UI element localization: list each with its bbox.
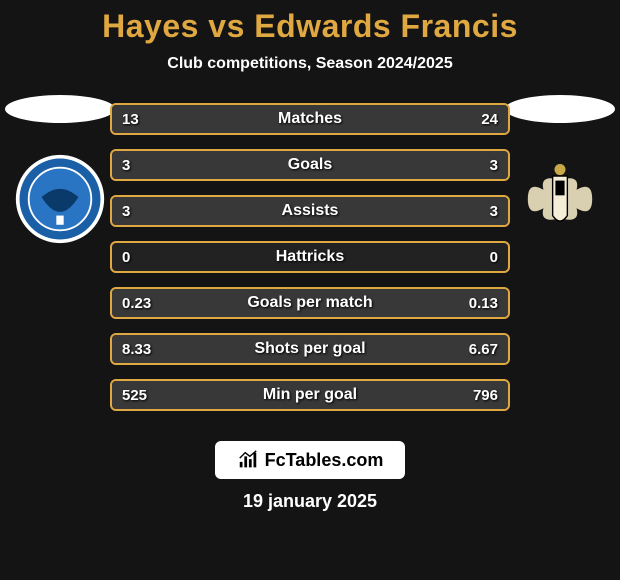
club-badge-left-icon xyxy=(14,153,106,245)
footer-area: FcTables.com 19 january 2025 xyxy=(0,441,620,512)
stat-label: Goals xyxy=(112,156,508,174)
stat-row: 33Goals xyxy=(110,149,510,181)
stat-label: Hattricks xyxy=(112,248,508,266)
chart-icon xyxy=(237,449,259,471)
player-left-photo xyxy=(5,95,115,123)
stat-label: Assists xyxy=(112,202,508,220)
brand-logo[interactable]: FcTables.com xyxy=(215,441,406,479)
player-left-column xyxy=(0,95,120,245)
brand-label: FcTables.com xyxy=(265,450,384,471)
player-left-badge xyxy=(14,153,106,245)
stat-row: 8.336.67Shots per goal xyxy=(110,333,510,365)
date-label: 19 january 2025 xyxy=(243,491,377,512)
stat-label: Min per goal xyxy=(112,386,508,404)
stat-rows-container: 1324Matches 33Goals 33Assists 00Hattricks 0.… xyxy=(110,103,510,411)
player-right-photo xyxy=(505,95,615,123)
player-right-badge xyxy=(514,153,606,245)
stat-label: Goals per match xyxy=(112,294,508,312)
comparison-panel: 1324Matches 33Goals 33Assists 00Hattricks 0.… xyxy=(0,103,620,423)
club-badge-right-icon xyxy=(514,153,606,245)
page-title: Hayes vs Edwards Francis xyxy=(0,0,620,45)
stat-row: 0.230.13Goals per match xyxy=(110,287,510,319)
stat-row: 1324Matches xyxy=(110,103,510,135)
stat-row: 33Assists xyxy=(110,195,510,227)
stat-row: 00Hattricks xyxy=(110,241,510,273)
stat-row: 525796Min per goal xyxy=(110,379,510,411)
page-subtitle: Club competitions, Season 2024/2025 xyxy=(0,55,620,73)
stat-label: Shots per goal xyxy=(112,340,508,358)
stat-label: Matches xyxy=(112,110,508,128)
player-right-column xyxy=(500,95,620,245)
